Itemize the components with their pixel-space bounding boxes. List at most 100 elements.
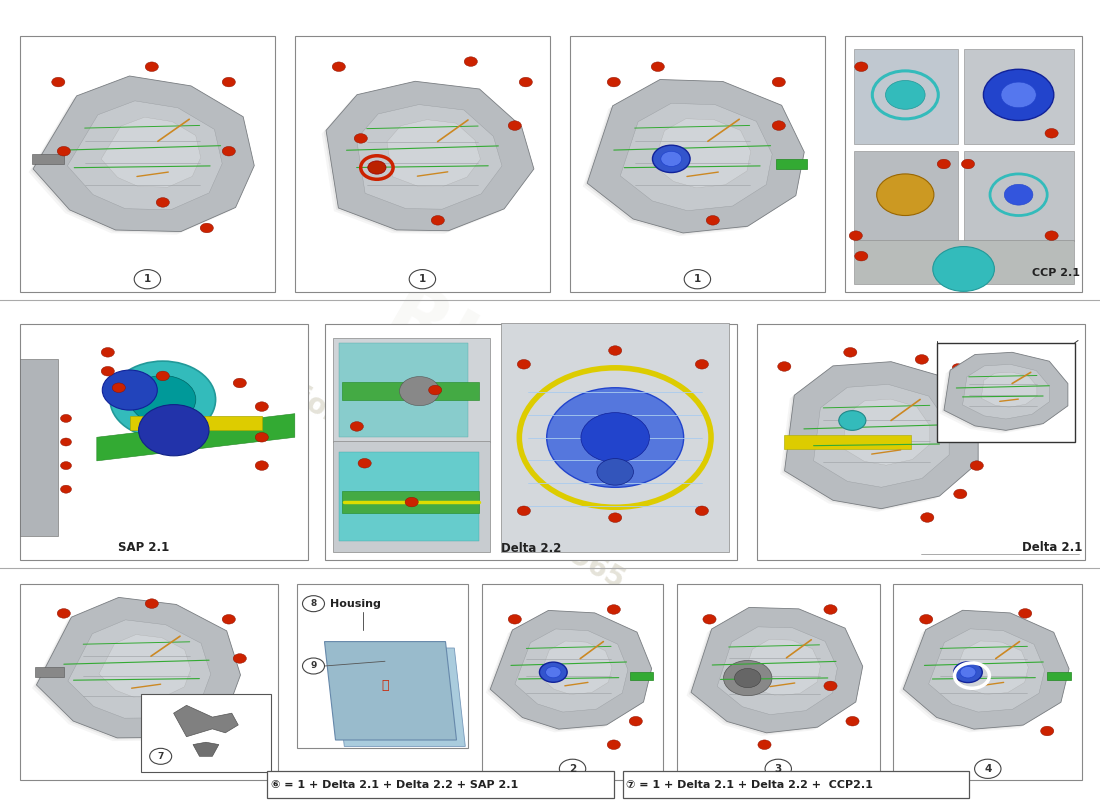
Circle shape — [855, 251, 868, 261]
Circle shape — [1008, 408, 1019, 416]
Polygon shape — [780, 365, 974, 512]
Bar — [20, 324, 308, 560]
Bar — [854, 151, 958, 241]
Bar — [676, 584, 880, 780]
Polygon shape — [903, 610, 1069, 729]
Polygon shape — [689, 609, 860, 734]
Circle shape — [358, 458, 372, 468]
Circle shape — [629, 717, 642, 726]
Text: 1: 1 — [144, 274, 151, 284]
Polygon shape — [776, 159, 807, 170]
Text: 9: 9 — [310, 662, 317, 670]
Text: CCP 2.1: CCP 2.1 — [1032, 267, 1080, 278]
Polygon shape — [1047, 672, 1071, 680]
Polygon shape — [491, 610, 651, 729]
Text: 🐎: 🐎 — [382, 679, 388, 692]
Circle shape — [1019, 609, 1032, 618]
Circle shape — [302, 596, 324, 612]
Circle shape — [1045, 129, 1058, 138]
Circle shape — [350, 422, 363, 431]
Circle shape — [839, 410, 866, 430]
Circle shape — [960, 666, 976, 678]
Text: Housing: Housing — [330, 598, 381, 609]
Polygon shape — [784, 362, 978, 509]
Text: 8: 8 — [310, 599, 317, 608]
Circle shape — [824, 681, 837, 690]
Circle shape — [651, 62, 664, 71]
Circle shape — [546, 666, 561, 678]
Circle shape — [886, 81, 925, 110]
Circle shape — [766, 759, 792, 778]
Circle shape — [101, 366, 114, 376]
Bar — [141, 694, 271, 772]
Bar — [937, 343, 1075, 442]
Polygon shape — [587, 79, 804, 233]
Circle shape — [706, 215, 719, 225]
Polygon shape — [34, 599, 239, 739]
Circle shape — [222, 78, 235, 87]
Text: 4: 4 — [984, 764, 991, 774]
Polygon shape — [333, 648, 465, 746]
Circle shape — [145, 62, 158, 71]
Circle shape — [758, 740, 771, 750]
Polygon shape — [488, 612, 649, 730]
Polygon shape — [31, 78, 252, 233]
Circle shape — [855, 62, 868, 71]
Polygon shape — [942, 354, 1066, 432]
Circle shape — [130, 375, 196, 423]
Bar — [20, 36, 275, 292]
Circle shape — [519, 78, 532, 87]
Circle shape — [52, 78, 65, 87]
Circle shape — [302, 658, 324, 674]
Bar — [854, 241, 1074, 284]
Circle shape — [156, 198, 169, 207]
Polygon shape — [33, 76, 254, 231]
Circle shape — [405, 498, 418, 507]
Circle shape — [110, 361, 216, 438]
Circle shape — [101, 347, 114, 357]
Circle shape — [156, 371, 169, 381]
Circle shape — [145, 598, 158, 608]
Text: 3: 3 — [774, 764, 782, 774]
Polygon shape — [843, 399, 930, 466]
Circle shape — [367, 161, 386, 174]
Text: ⑦ = 1 + Delta 2.1 + Delta 2.2 +  CCP2.1: ⑦ = 1 + Delta 2.1 + Delta 2.2 + CCP2.1 — [626, 780, 872, 790]
Bar — [757, 324, 1085, 560]
Circle shape — [112, 383, 125, 393]
Polygon shape — [99, 634, 190, 698]
Circle shape — [970, 394, 983, 404]
Bar — [570, 36, 825, 292]
Circle shape — [409, 270, 436, 289]
Text: 1: 1 — [419, 274, 426, 284]
Circle shape — [607, 740, 620, 750]
Circle shape — [652, 146, 690, 173]
Polygon shape — [192, 742, 219, 756]
Circle shape — [255, 461, 268, 470]
Polygon shape — [342, 382, 480, 401]
Bar — [20, 359, 58, 536]
Circle shape — [255, 402, 268, 411]
Polygon shape — [515, 629, 628, 712]
Polygon shape — [962, 364, 1049, 419]
Circle shape — [849, 231, 862, 241]
Circle shape — [233, 654, 246, 663]
Circle shape — [772, 78, 785, 87]
Circle shape — [1001, 82, 1036, 108]
Circle shape — [354, 134, 367, 143]
Circle shape — [954, 662, 982, 682]
Circle shape — [735, 669, 761, 688]
Bar — [964, 49, 1074, 143]
Circle shape — [778, 362, 791, 371]
Circle shape — [233, 378, 246, 388]
Polygon shape — [101, 117, 200, 187]
Circle shape — [1035, 394, 1046, 402]
Polygon shape — [387, 120, 481, 187]
Text: Delta 2.2: Delta 2.2 — [500, 542, 561, 555]
Polygon shape — [583, 82, 800, 236]
Circle shape — [684, 270, 711, 289]
Polygon shape — [342, 491, 480, 513]
Bar — [333, 338, 491, 442]
Text: a passion for parts since 1965: a passion for parts since 1965 — [207, 334, 629, 594]
Bar — [964, 151, 1074, 241]
Polygon shape — [491, 610, 651, 729]
